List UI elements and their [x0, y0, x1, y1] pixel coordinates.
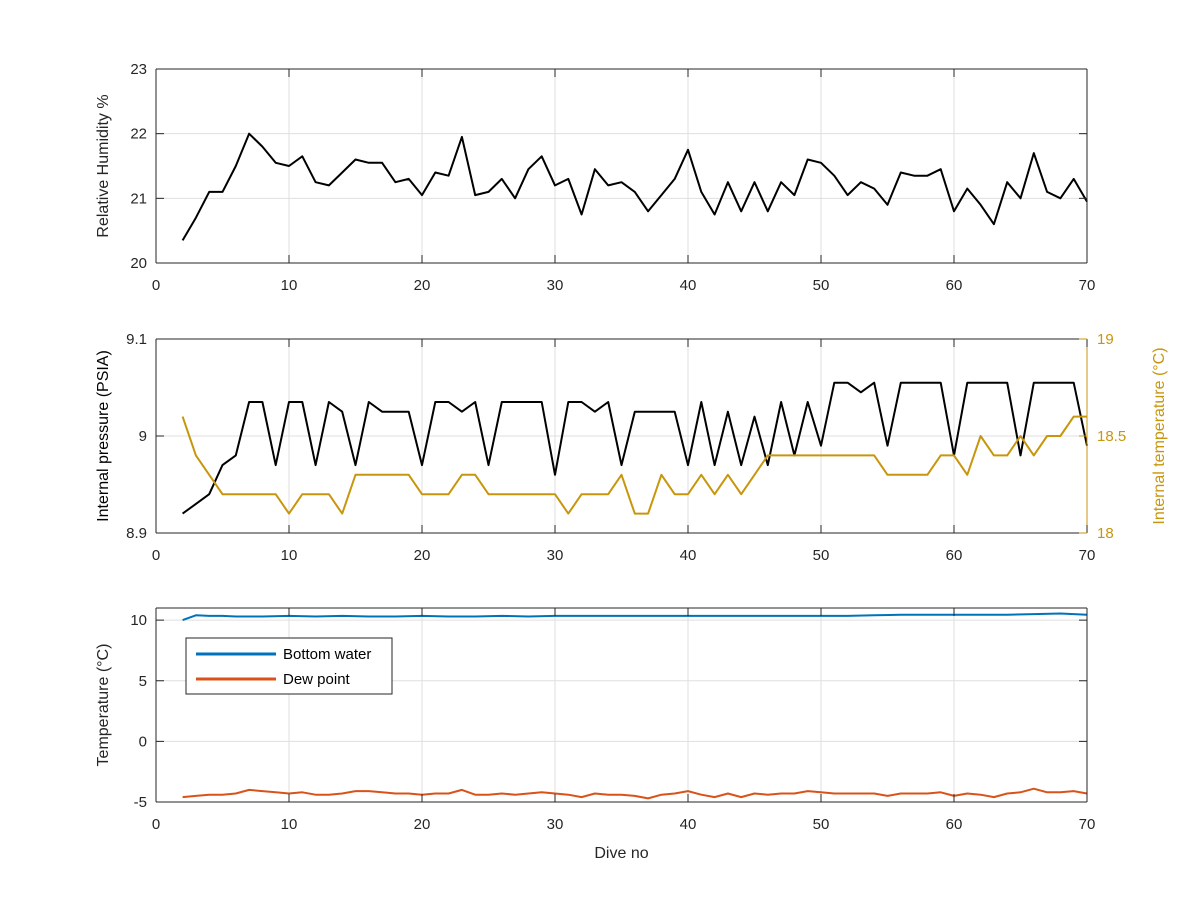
x-tick-label: 20 [414, 816, 431, 833]
bottom-water-line [182, 612, 1088, 622]
x-tick-label: 40 [680, 816, 697, 833]
y-tick-label: 8.9 [126, 525, 147, 542]
y-tick-label: 21 [130, 190, 147, 207]
x-tick-label: 70 [1079, 816, 1096, 833]
subplot-3: 0 10 20 30 40 50 60 70 -5 0 5 10 Temperature (°C) Div… [95, 607, 1096, 862]
x-tick-label: 10 [281, 547, 298, 564]
x-tick-label: 20 [414, 277, 431, 294]
x-tick-label: 40 [680, 277, 697, 294]
x-tick-label: 30 [547, 816, 564, 833]
x-tick-label: 0 [152, 816, 160, 833]
x-tick-label: 0 [152, 277, 160, 294]
legend-box [185, 637, 393, 695]
series-1-line [182, 381, 1088, 515]
x-tick-label: 70 [1079, 277, 1096, 294]
y2-tick-label: 18 [1097, 525, 1114, 542]
y-tick-label: 20 [130, 255, 147, 272]
x-tick-label: 60 [946, 816, 963, 833]
x-tick-label: 40 [680, 547, 697, 564]
x-tick-label: 50 [813, 816, 830, 833]
x-axis-label: Dive no [594, 845, 648, 862]
x-tick-label: 0 [152, 547, 160, 564]
y-axis-label: Temperature (°C) [95, 644, 112, 767]
subplot-2: 0 10 20 30 40 50 60 70 8.9 9 9.1 18 18.5 19 Internal t… [95, 331, 1168, 564]
y-tick-label: 5 [139, 673, 147, 690]
x-tick-label: 20 [414, 547, 431, 564]
series-1-line [181, 132, 1088, 241]
y-tick-label: 0 [139, 733, 147, 750]
legend: Bottom water Dew point [185, 637, 393, 695]
series-2-line [181, 415, 1087, 515]
y-axis-label: Relative Humidity % [95, 94, 112, 237]
x-tick-label: 30 [547, 547, 564, 564]
y-tick-label: 23 [130, 61, 147, 78]
y2-axis-label: Internal temperature (°C) [1151, 347, 1168, 524]
y-tick-label: 9.1 [126, 331, 147, 348]
x-tick-label: 30 [547, 277, 564, 294]
x-tick-label: 50 [813, 277, 830, 294]
dew-point-line [182, 787, 1088, 800]
x-tick-label: 70 [1079, 547, 1096, 564]
y2-tick-label: 19 [1097, 331, 1114, 348]
y-axis-label: Internal pressure (PSIA) [95, 350, 112, 522]
subplot-1: 0 10 20 30 40 50 60 70 20 21 22 23 Relative Humidity… [95, 61, 1095, 294]
legend-label: Dew point [283, 671, 351, 688]
y2-tick-label: 18.5 [1097, 428, 1126, 445]
y-tick-label: 9 [139, 428, 147, 445]
y-tick-label: -5 [134, 794, 147, 811]
x-tick-label: 10 [281, 816, 298, 833]
legend-label: Bottom water [283, 646, 371, 663]
x-tick-label: 10 [281, 277, 298, 294]
y-tick-label: 22 [130, 126, 147, 143]
x-tick-label: 60 [946, 547, 963, 564]
x-tick-label: 60 [946, 277, 963, 294]
x-tick-label: 50 [813, 547, 830, 564]
y-tick-label: 10 [130, 612, 147, 629]
